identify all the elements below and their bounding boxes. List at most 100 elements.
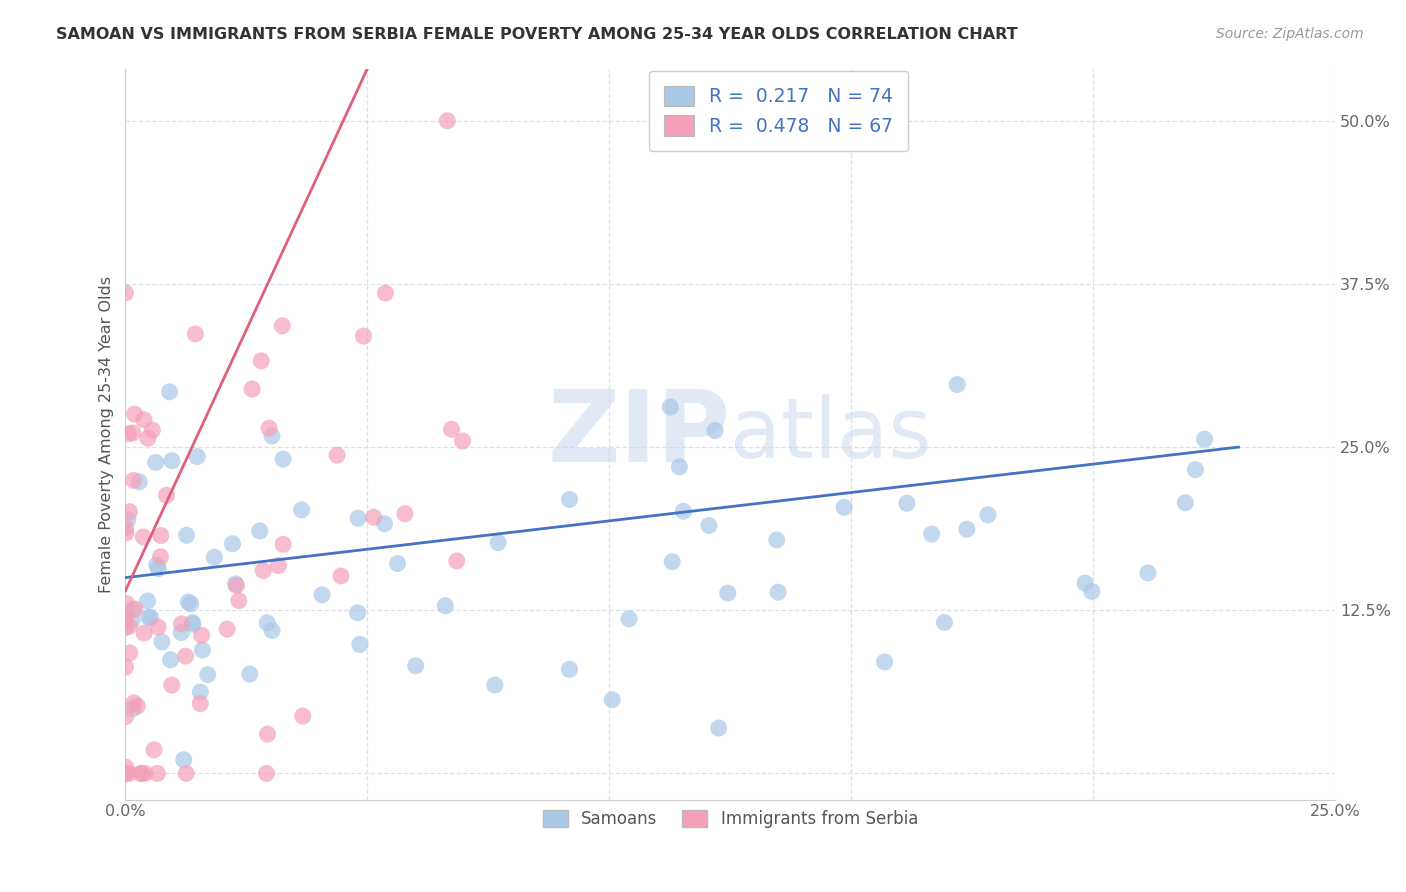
Point — [558, 662, 581, 676]
Point — [118, 766, 141, 780]
Point — [704, 424, 727, 438]
Point — [134, 766, 156, 780]
Text: atlas: atlas — [730, 393, 932, 475]
Point — [138, 610, 160, 624]
Point — [173, 753, 195, 767]
Point — [257, 421, 280, 435]
Point — [181, 617, 204, 632]
Point — [174, 766, 197, 780]
Point — [114, 607, 136, 622]
Point — [256, 727, 278, 741]
Point — [131, 766, 153, 780]
Point — [117, 426, 139, 441]
Point — [174, 649, 197, 664]
Point — [1174, 496, 1197, 510]
Point — [330, 569, 353, 583]
Point — [765, 533, 787, 547]
Point — [129, 766, 152, 780]
Point — [160, 454, 183, 468]
Point — [217, 622, 239, 636]
Point — [118, 619, 141, 633]
Point — [114, 611, 136, 625]
Point — [115, 526, 138, 541]
Point — [387, 557, 409, 571]
Point — [141, 423, 163, 437]
Point — [446, 554, 468, 568]
Point — [260, 429, 283, 443]
Point — [326, 448, 349, 462]
Point — [118, 505, 141, 519]
Point — [363, 510, 385, 524]
Point — [617, 612, 640, 626]
Point — [659, 400, 682, 414]
Point — [766, 585, 789, 599]
Point — [181, 615, 204, 630]
Point — [252, 564, 274, 578]
Point — [1194, 432, 1216, 446]
Point — [145, 558, 167, 572]
Point — [128, 475, 150, 489]
Point — [197, 667, 219, 681]
Point — [136, 594, 159, 608]
Point — [256, 766, 278, 780]
Point — [260, 624, 283, 638]
Point — [124, 407, 146, 421]
Point — [451, 434, 474, 448]
Point — [267, 558, 290, 573]
Point — [114, 621, 136, 635]
Point — [159, 384, 181, 399]
Point — [896, 496, 918, 510]
Point — [146, 620, 169, 634]
Point — [1184, 463, 1206, 477]
Point — [311, 588, 333, 602]
Point — [240, 382, 263, 396]
Point — [225, 577, 247, 591]
Point — [149, 528, 172, 542]
Point — [394, 507, 416, 521]
Point — [180, 597, 202, 611]
Point — [188, 697, 211, 711]
Point — [271, 318, 294, 333]
Point — [184, 326, 207, 341]
Point — [170, 625, 193, 640]
Text: SAMOAN VS IMMIGRANTS FROM SERBIA FEMALE POVERTY AMONG 25-34 YEAR OLDS CORRELATIO: SAMOAN VS IMMIGRANTS FROM SERBIA FEMALE … — [56, 27, 1018, 42]
Point — [249, 524, 271, 538]
Point — [114, 766, 136, 780]
Point — [122, 603, 145, 617]
Point — [127, 699, 149, 714]
Point — [190, 628, 212, 642]
Point — [921, 527, 943, 541]
Point — [239, 667, 262, 681]
Point — [121, 613, 143, 627]
Point — [132, 626, 155, 640]
Point — [117, 512, 139, 526]
Point — [155, 488, 177, 502]
Point — [160, 678, 183, 692]
Point — [484, 678, 506, 692]
Point — [145, 455, 167, 469]
Point — [440, 422, 463, 436]
Point — [150, 635, 173, 649]
Point — [176, 528, 198, 542]
Point — [139, 610, 162, 624]
Point — [148, 562, 170, 576]
Point — [146, 766, 169, 780]
Point — [347, 511, 370, 525]
Point — [271, 537, 294, 551]
Point — [159, 653, 181, 667]
Point — [170, 616, 193, 631]
Point — [346, 606, 368, 620]
Point — [228, 593, 250, 607]
Point — [873, 655, 896, 669]
Point — [136, 431, 159, 445]
Point — [250, 354, 273, 368]
Point — [1136, 566, 1159, 580]
Point — [832, 500, 855, 515]
Point — [291, 709, 314, 723]
Point — [373, 516, 395, 531]
Point — [271, 452, 294, 467]
Point — [124, 602, 146, 616]
Point — [707, 721, 730, 735]
Text: Source: ZipAtlas.com: Source: ZipAtlas.com — [1216, 27, 1364, 41]
Point — [114, 766, 136, 780]
